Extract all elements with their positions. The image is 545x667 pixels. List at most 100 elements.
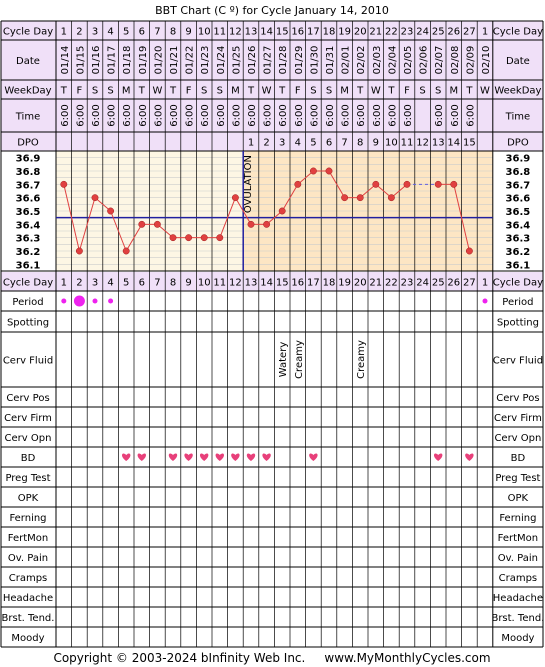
cycle_day-cell: 16	[291, 27, 304, 38]
date-cell: 01/16	[91, 46, 102, 75]
cycle_day-cell: 20	[354, 278, 367, 289]
weekday-cell: F	[404, 86, 410, 97]
cycle_day-cell: 24	[416, 27, 429, 38]
row-label-cerv_firm: Cerv Firm	[4, 413, 52, 424]
date-cell: 01/17	[107, 46, 118, 75]
cycle_day-cell: 11	[213, 278, 226, 289]
date-cell: 01/27	[263, 46, 274, 75]
weekday-cell: W	[480, 86, 490, 97]
weekday-cell: T	[169, 86, 177, 97]
cycle_day-cell: 10	[198, 278, 211, 289]
row-label-right-weekday: WeekDay	[494, 86, 541, 97]
time-cell: 6:00	[75, 104, 86, 126]
temp-point-day-1	[60, 180, 68, 188]
dpo-cell: 2	[263, 138, 269, 149]
time-cell: 6:00	[231, 104, 242, 126]
weekday-cell: T	[60, 86, 68, 97]
temp-point-day-4	[107, 207, 115, 215]
temp-point-day-25	[434, 180, 442, 188]
temp-point-day-6	[138, 220, 146, 228]
y-tick-label: 36.7	[16, 180, 41, 191]
date-cell: 01/18	[122, 46, 133, 75]
row-label-right-cycle_day: Cycle Day	[493, 27, 543, 38]
cerv_fluid-cell: Creamy	[356, 340, 367, 379]
cycle_day-cell: 22	[385, 27, 398, 38]
cycle_day-cell: 1	[482, 27, 488, 38]
cycle_day-cell: 9	[185, 278, 191, 289]
bd-heart-icon	[215, 453, 224, 461]
cycle_day-cell: 18	[323, 27, 336, 38]
cycle_day-cell: 20	[354, 27, 367, 38]
time-cell: 6:00	[247, 104, 258, 126]
row-label-right-preg_test: Preg Test	[495, 473, 540, 484]
cycle_day-cell: 21	[369, 27, 382, 38]
time-cell: 6:00	[450, 104, 461, 126]
weekday-cell: F	[295, 86, 301, 97]
y-tick-label-right: 36.2	[506, 247, 531, 258]
cycle_day-cell: 21	[369, 278, 382, 289]
row-label-right-headache: Headache	[493, 593, 543, 604]
temp-line-segment	[453, 184, 470, 252]
temp-line-segment	[219, 197, 236, 238]
bd-heart-icon	[231, 453, 240, 461]
dpo-cell: 10	[385, 138, 398, 149]
date-cell: 01/25	[231, 46, 242, 75]
y-tick-label-right: 36.3	[506, 234, 531, 245]
date-cell: 02/05	[403, 46, 414, 75]
y-tick-label-right: 36.1	[506, 260, 531, 271]
row-label-right-brst_tend: Brst. Tend.	[491, 613, 544, 624]
row-label-right-bd: BD	[511, 453, 526, 464]
date-cell: 01/23	[200, 46, 211, 75]
row-label-spotting: Spotting	[7, 318, 49, 329]
weekday-cell: T	[387, 86, 395, 97]
weekday-cell: T	[247, 86, 255, 97]
weekday-cell: T	[278, 86, 286, 97]
temp-point-day-9	[185, 234, 193, 242]
ovulation-label: OVULATION	[243, 155, 254, 213]
dpo-cell: 4	[295, 138, 301, 149]
cycle_day-cell: 14	[260, 278, 273, 289]
dpo-cell: 11	[401, 138, 414, 149]
temp-point-day-19	[341, 194, 349, 202]
cycle_day-cell: 6	[139, 278, 145, 289]
cycle_day-cell: 1	[482, 278, 488, 289]
row-label-right-cycle_day: Cycle Day	[493, 278, 543, 289]
period-dot	[61, 298, 67, 304]
row-label-right-cerv_fluid: Cerv Fluid	[493, 356, 543, 367]
row-label-moody: Moody	[11, 633, 44, 644]
cycle_day-cell: 2	[76, 278, 82, 289]
bd-heart-icon	[184, 453, 193, 461]
date-cell: 02/06	[419, 46, 430, 75]
cycle_day-cell: 3	[92, 278, 98, 289]
y-tick-label: 36.9	[16, 154, 41, 165]
cycle_day-cell: 11	[213, 27, 226, 38]
temp-point-day-10	[200, 234, 208, 242]
cycle_day-cell: 25	[432, 278, 445, 289]
time-cell: 6:00	[263, 104, 274, 126]
temp-line-segment	[125, 224, 143, 252]
cycle_day-cell: 6	[139, 27, 145, 38]
temp-line-segment	[328, 170, 346, 198]
cycle_day-cell: 26	[447, 278, 460, 289]
weekday-cell: S	[326, 86, 332, 97]
row-label-ferning: Ferning	[9, 513, 46, 524]
bd-heart-icon	[309, 453, 318, 461]
dpo-cell: 9	[373, 138, 379, 149]
time-cell: 6:00	[356, 104, 367, 126]
temp-point-day-17	[309, 167, 317, 175]
bd-heart-icon	[168, 453, 178, 461]
date-cell: 02/08	[450, 46, 461, 75]
row-label-cerv_opn: Cerv Opn	[5, 433, 52, 444]
row-label-ov_pain: Ov. Pain	[8, 553, 48, 564]
row-label-period: Period	[12, 297, 43, 308]
period-dot	[92, 298, 98, 304]
weekday-cell: T	[356, 86, 364, 97]
bd-heart-icon	[465, 453, 474, 461]
temp-line-segment	[110, 210, 127, 252]
header-band	[1, 21, 543, 151]
row-label-dpo: DPO	[17, 138, 39, 149]
date-cell: 01/20	[153, 46, 164, 75]
cycle_day-cell: 14	[260, 27, 273, 38]
date-cell: 01/19	[138, 46, 149, 75]
y-tick-label-right: 36.9	[506, 154, 531, 165]
